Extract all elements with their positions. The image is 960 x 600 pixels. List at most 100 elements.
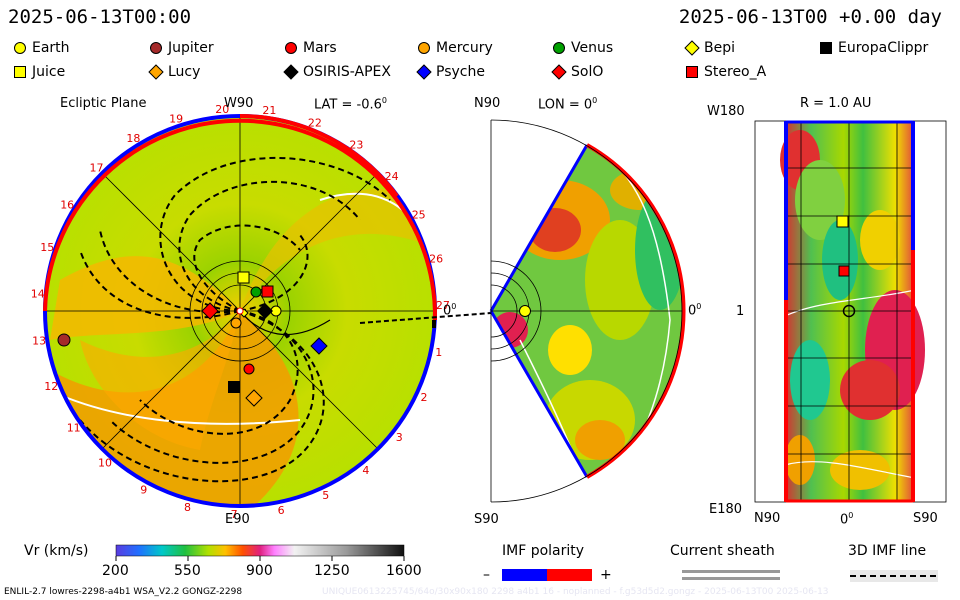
sector-number-3: 3 <box>396 431 403 444</box>
sector-number-5: 5 <box>322 489 329 502</box>
sector-number-7: 7 <box>231 508 238 521</box>
legend-item-europaclippr: EuropaClippr <box>818 40 928 56</box>
marker-jupiter <box>57 333 71 347</box>
ecliptic-disk <box>43 114 492 508</box>
marker-psyche <box>310 337 328 355</box>
legend-label: Mercury <box>436 40 493 56</box>
ecliptic-markers <box>57 271 328 407</box>
sector-number-27: 27 <box>436 299 450 312</box>
diamond-icon <box>283 64 299 80</box>
diamond-icon <box>684 40 700 56</box>
legend-label: Stereo_A <box>704 64 767 80</box>
circle-icon <box>150 42 162 54</box>
map-title: R = 1.0 AU <box>800 96 872 111</box>
meridional-top-label: N90 <box>474 96 501 111</box>
imf-title: IMF polarity <box>502 543 585 559</box>
map-x-label-zero: 00 <box>840 511 854 528</box>
sector-number-13: 13 <box>32 334 46 347</box>
legend-item-earth: Earth <box>12 40 70 56</box>
legend-label: Psyche <box>436 64 485 80</box>
legend-item-mars: Mars <box>283 40 337 56</box>
circle-icon <box>14 42 26 54</box>
sector-number-12: 12 <box>44 380 58 393</box>
diamond-icon <box>416 64 432 80</box>
marker-mercury <box>230 317 242 329</box>
sector-number-8: 8 <box>184 501 191 514</box>
marker-osiris-apex <box>257 303 273 319</box>
sector-number-15: 15 <box>40 241 54 254</box>
sector-number-22: 22 <box>308 116 322 129</box>
sector-number-23: 23 <box>349 139 363 152</box>
legend-item-mercury: Mercury <box>416 40 493 56</box>
sector-number-18: 18 <box>126 132 140 145</box>
diamond-icon <box>551 64 567 80</box>
map-stereo-a-marker <box>838 265 850 277</box>
imf-plus: + <box>600 567 612 583</box>
sector-number-21: 21 <box>262 104 276 117</box>
sector-number-17: 17 <box>90 162 104 175</box>
legend-label: Lucy <box>168 64 201 80</box>
marker-stereo-a <box>261 285 274 298</box>
imf3d-sample <box>850 570 938 582</box>
square-icon <box>14 66 26 78</box>
circle-icon <box>285 42 297 54</box>
colorbar-title: Vr (km/s) <box>24 543 89 559</box>
circle-icon <box>553 42 565 54</box>
sector-number-24: 24 <box>385 170 399 183</box>
sector-number-16: 16 <box>60 198 74 211</box>
legend-item-juice: Juice <box>12 64 65 80</box>
sector-number-6: 6 <box>278 504 285 517</box>
legend-label: Venus <box>571 40 614 56</box>
circle-icon <box>418 42 430 54</box>
colorbar-tick-550: 550 <box>174 563 201 579</box>
timestamp-left: 2025-06-13T00:00 <box>8 6 192 28</box>
marker-mars <box>243 363 255 375</box>
legend-item-lucy: Lucy <box>148 64 200 80</box>
meridional-zero-label: 00 <box>688 302 702 319</box>
sector-number-9: 9 <box>140 484 147 497</box>
sector-number-10: 10 <box>98 457 112 470</box>
marker-sun <box>236 307 244 315</box>
colorbar <box>115 544 405 561</box>
sector-number-19: 19 <box>169 112 183 125</box>
legend-item-stereo-a: Stereo_A <box>684 64 766 80</box>
diamond-icon <box>148 64 164 80</box>
legend-item-solo: SolO <box>551 64 603 80</box>
legend-label: Bepi <box>704 40 735 56</box>
map-juice-marker <box>836 215 849 228</box>
sector-number-11: 11 <box>67 421 81 434</box>
marker-lucy <box>245 389 263 407</box>
meridional-lon-label: LON = 00 <box>538 96 598 113</box>
legend-label: EuropaClippr <box>838 40 929 56</box>
sector-number-1: 1 <box>435 346 442 359</box>
sector-number-2: 2 <box>421 391 428 404</box>
ecliptic-zero-label: 00 <box>443 302 457 319</box>
legend-label: Earth <box>32 40 70 56</box>
sector-number-14: 14 <box>31 287 45 300</box>
marker-juice <box>237 271 250 284</box>
map-top-left-label: W180 <box>707 104 745 119</box>
footer-run-info: ENLIL-2.7 lowres-2298-a4b1 WSA_V2.2 GONG… <box>4 587 243 597</box>
meridional-earth-marker <box>519 305 531 317</box>
marker-europaclippr <box>228 381 240 393</box>
sector-number-25: 25 <box>412 209 426 222</box>
ecliptic-title: Ecliptic Plane <box>60 96 147 111</box>
colorbar-tick-200: 200 <box>102 563 129 579</box>
sector-number-26: 26 <box>429 253 443 266</box>
legend-label: Jupiter <box>168 40 214 56</box>
legend-item-psyche: Psyche <box>416 64 485 80</box>
legend-item-venus: Venus <box>551 40 613 56</box>
colorbar-tick-1250: 1250 <box>314 563 350 579</box>
legend-item-osiris-apex: OSIRIS-APEX <box>283 64 391 80</box>
timestamp-right: 2025-06-13T00 +0.00 day <box>678 6 942 28</box>
legend-label: Juice <box>32 64 66 80</box>
sheath-title: Current sheath <box>670 543 775 559</box>
map-bottom-left-label: E180 <box>709 502 743 517</box>
map-x-label-north: N90 <box>754 511 781 526</box>
map-x-label-south: S90 <box>913 511 938 526</box>
legend-item-bepi: Bepi <box>684 40 735 56</box>
square-icon <box>686 66 698 78</box>
colorbar-tick-1600: 1600 <box>386 563 422 579</box>
sector-numbers: 20 21222324252627123456789101112131415161… <box>31 103 450 521</box>
